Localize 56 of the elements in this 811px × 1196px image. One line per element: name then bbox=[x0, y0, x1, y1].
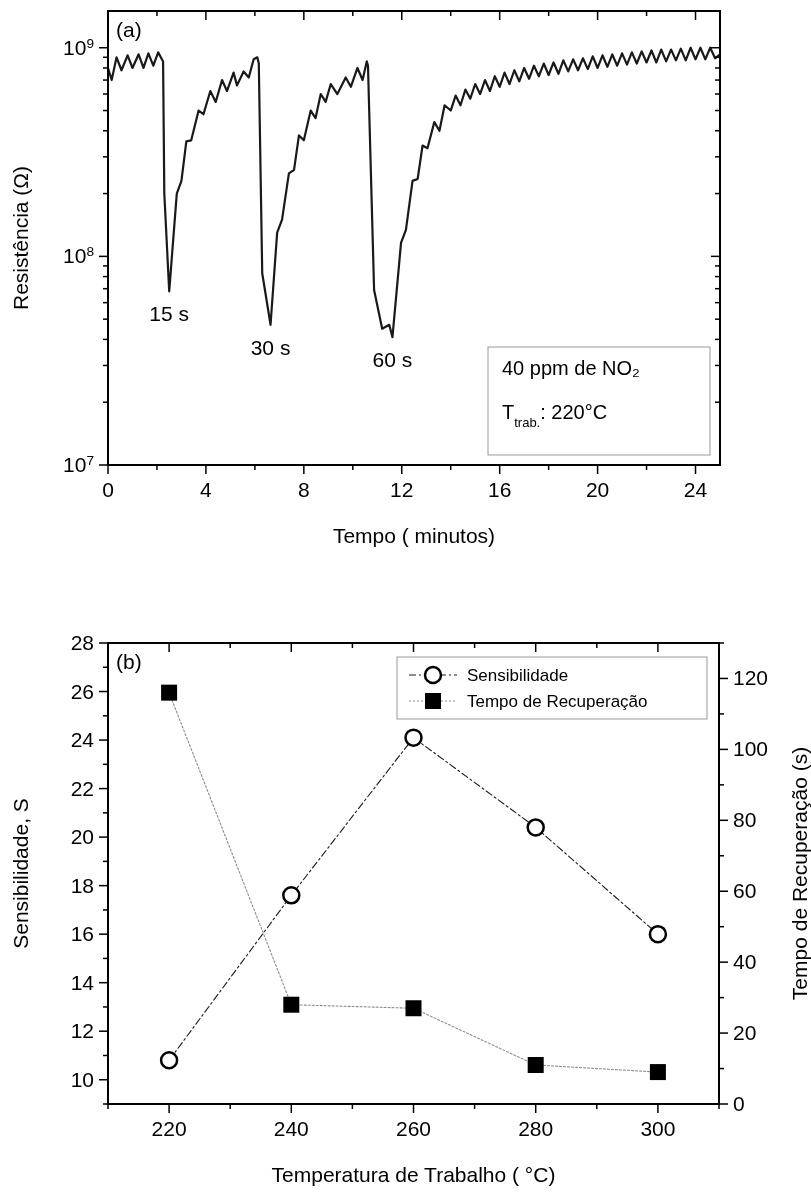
y-tick-label: 26 bbox=[70, 679, 94, 703]
y2-tick-label: 0 bbox=[733, 1092, 745, 1115]
x-tick-label: 24 bbox=[683, 478, 708, 501]
y2-tick-label: 120 bbox=[733, 666, 769, 690]
y-tick-label: 16 bbox=[70, 922, 94, 946]
y2-tick-label: 100 bbox=[733, 737, 769, 761]
y2-tick-label: 20 bbox=[733, 1021, 757, 1045]
point bbox=[404, 728, 423, 747]
legend-label: Tempo de Recuperação bbox=[467, 692, 648, 711]
y-tick-label: 12 bbox=[70, 1019, 94, 1043]
y2-tick-label: 80 bbox=[733, 808, 757, 832]
x-tick-label: 16 bbox=[488, 478, 512, 501]
point bbox=[649, 1064, 666, 1081]
x-tick-label: 260 bbox=[395, 1117, 432, 1140]
point bbox=[159, 1051, 179, 1070]
annotation: 60 s bbox=[372, 348, 413, 372]
x-axis-title: Temperatura de Trabalho ( °C) bbox=[271, 1163, 556, 1186]
y-tick-label: 18 bbox=[70, 873, 94, 897]
x-tick-label: 4 bbox=[200, 478, 213, 501]
annotation: 15 s bbox=[149, 302, 190, 326]
x-tick-label: 20 bbox=[585, 478, 610, 501]
y-axis-title: Resistência (Ω) bbox=[9, 165, 32, 311]
annotation: (b) bbox=[116, 650, 142, 673]
x-axis-title: Tempo ( minutos) bbox=[332, 524, 496, 547]
x-tick-label: 300 bbox=[640, 1117, 676, 1140]
x-tick-label: 240 bbox=[273, 1117, 309, 1140]
y2-axis-title: Tempo de Recuperação (s) bbox=[788, 746, 811, 1001]
y2-tick-label: 40 bbox=[733, 950, 757, 974]
y-axis-title: Sensibilidade, S bbox=[9, 798, 32, 949]
point bbox=[527, 1056, 544, 1073]
point bbox=[405, 1000, 422, 1017]
y2-tick-label: 60 bbox=[733, 879, 757, 903]
y-tick-label: 20 bbox=[70, 825, 94, 849]
x-tick-label: 220 bbox=[151, 1117, 187, 1140]
y-tick-label: 28 bbox=[70, 631, 94, 654]
y-tick-label: 10$^{8}$ bbox=[63, 243, 94, 268]
point bbox=[648, 924, 668, 944]
point bbox=[283, 996, 300, 1013]
point bbox=[161, 684, 178, 701]
y-tick-label: 10$^{9}$ bbox=[63, 35, 94, 59]
point bbox=[526, 818, 545, 837]
annotation: T$_{trab.}$: 220°C bbox=[502, 401, 608, 430]
y-tick-label: 10$^{7}$ bbox=[63, 452, 94, 476]
point bbox=[282, 886, 301, 905]
y-tick-label: 24 bbox=[70, 728, 95, 752]
x-tick-label: 12 bbox=[390, 478, 414, 501]
annotation: 40 ppm de NO₂ bbox=[502, 357, 640, 379]
y-tick-label: 10 bbox=[70, 1067, 94, 1091]
x-tick-label: 8 bbox=[298, 478, 310, 501]
legend-label: Sensibilidade bbox=[467, 666, 569, 685]
annotation: (a) bbox=[116, 18, 142, 41]
x-tick-label: 280 bbox=[518, 1117, 554, 1140]
x-tick-label: 0 bbox=[102, 478, 114, 501]
y-tick-label: 14 bbox=[70, 970, 95, 994]
y-tick-label: 22 bbox=[70, 776, 94, 800]
annotation: 30 s bbox=[250, 335, 291, 359]
